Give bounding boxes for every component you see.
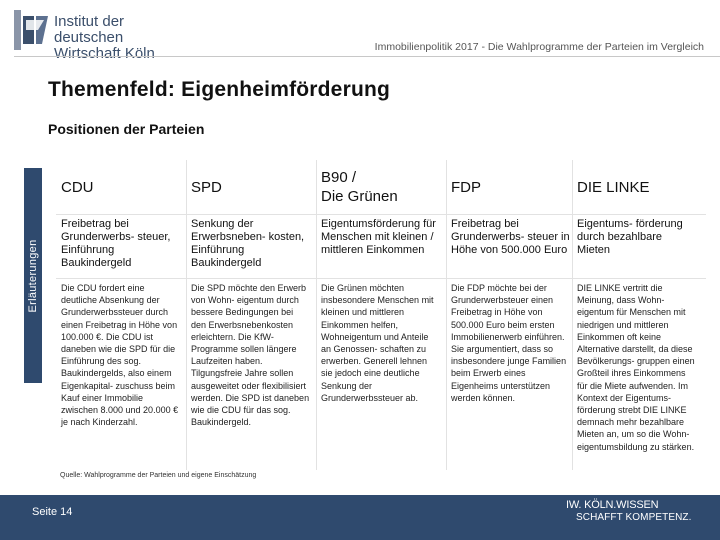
party-explanation: Die CDU fordert eine deutliche Absenkung…	[61, 283, 179, 428]
footer-claim-line-1: IW. KÖLN.WISSEN	[566, 499, 659, 511]
section-subtitle: Positionen der Parteien	[48, 121, 205, 137]
side-label-text: Erläuterungen	[27, 238, 39, 313]
party-name: B90 / Die Grünen	[321, 160, 440, 214]
party-name-line-1: DIE LINKE	[577, 178, 650, 196]
logo-line-2: Wirtschaft Köln	[54, 45, 155, 62]
page-title: Themenfeld: Eigenheimförderung	[48, 78, 391, 101]
party-name: DIE LINKE	[577, 160, 696, 214]
row-divider-middle	[56, 278, 706, 279]
row-divider-top	[56, 214, 706, 215]
iw-logo: Institut der deutschen Wirtschaft Köln	[14, 10, 184, 62]
party-name-line-1: B90 /	[321, 169, 357, 186]
party-explanation: Die Grünen möchten insbesondere Menschen…	[321, 283, 434, 403]
party-name-line-2: Die Grünen	[321, 188, 398, 205]
page-number: Seite 14	[32, 506, 73, 518]
party-position: Freibetrag bei Grunderwerbs- steuer, Ein…	[61, 218, 171, 269]
column-separator	[446, 160, 447, 470]
source-note: Quelle: Wahlprogramme der Parteien und e…	[60, 472, 257, 479]
party-name-line-1: SPD	[191, 178, 222, 196]
party-explanation: Die SPD möchte den Erwerb von Wohn- eige…	[191, 283, 310, 428]
column-separator	[316, 160, 317, 470]
party-name-line-1: CDU	[61, 178, 94, 196]
party-comparison-table: CDU Freibetrag bei Grunderwerbs- steuer,…	[56, 160, 706, 490]
column-separator	[186, 160, 187, 470]
party-name-line-1: FDP	[451, 178, 481, 196]
column-separator	[572, 160, 573, 470]
logo-line-1: Institut der deutschen	[54, 13, 125, 46]
footer-claim-line-2: SCHAFFT KOMPETENZ.	[576, 512, 692, 523]
party-name: SPD	[191, 160, 310, 214]
side-label-bar	[24, 168, 42, 383]
footer-bar	[0, 495, 720, 540]
side-label: Erläuterungen	[24, 168, 42, 383]
iw-logo-icon	[14, 10, 48, 50]
party-explanation: DIE LINKE vertritt die Meinung, dass Woh…	[577, 283, 695, 452]
logo-wordmark: Institut der deutschen Wirtschaft Köln	[54, 14, 184, 62]
header-divider	[14, 56, 720, 57]
party-position: Freibetrag bei Grunderwerbs- steuer in H…	[451, 218, 570, 256]
party-position: Eigentumsförderung für Menschen mit klei…	[321, 218, 436, 256]
footer-claim: IW. KÖLN.WISSEN SCHAFFT KOMPETENZ.	[566, 499, 696, 525]
party-name: FDP	[451, 160, 570, 214]
party-position: Senkung der Erwerbsneben- kosten, Einfüh…	[191, 218, 305, 269]
party-explanation: Die FDP möchte bei der Grunderwerbsteuer…	[451, 283, 567, 403]
party-position: Eigentums- förderung durch bezahlbare Mi…	[577, 218, 683, 256]
party-name: CDU	[61, 160, 180, 214]
header-subtitle: Immobilienpolitik 2017 - Die Wahlprogram…	[374, 41, 704, 53]
